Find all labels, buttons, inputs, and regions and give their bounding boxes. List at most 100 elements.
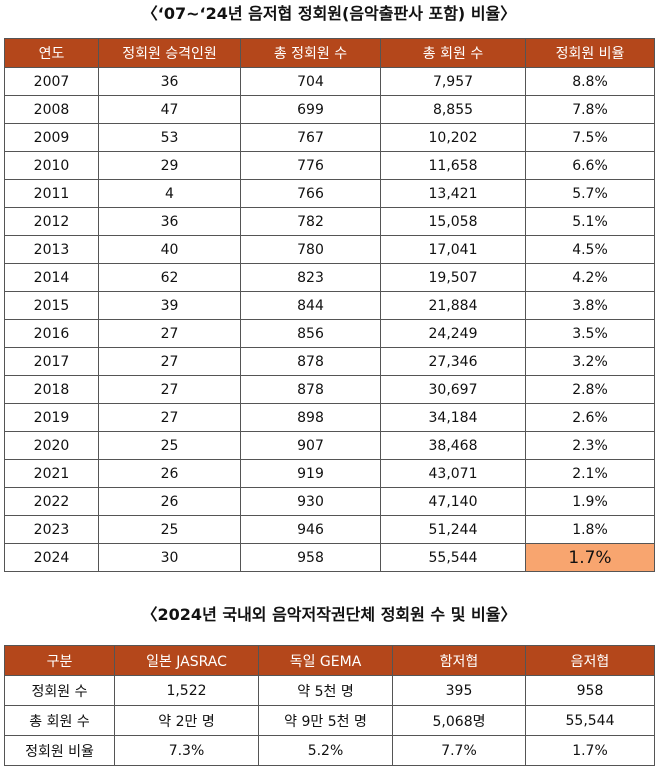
table-cell: 24,249	[380, 319, 526, 348]
table-cell: 25	[98, 431, 241, 460]
table-cell: 10,202	[380, 123, 526, 152]
table-row: 2022 26 930 47,140 1.9%	[4, 487, 655, 516]
table-cell: 4	[98, 179, 241, 208]
table-title: 〈2024년 국내외 음악저작권단체 정회원 수 및 비율〉	[141, 605, 517, 624]
table-row: 2016 27 856 24,249 3.5%	[4, 319, 655, 348]
table-row: 2018 27 878 30,697 2.8%	[4, 375, 655, 404]
table-row: 2019 27 898 34,184 2.6%	[4, 403, 655, 432]
table-cell: 844	[240, 291, 381, 320]
table-row: 2012 36 782 15,058 5.1%	[4, 207, 655, 236]
table-cell: 946	[240, 515, 381, 544]
table-cell: 25	[98, 515, 241, 544]
table-cell: 7.3%	[114, 735, 259, 766]
table-cell: 2023	[4, 515, 99, 544]
table-cell: 6.6%	[525, 151, 655, 180]
table-row: 정회원 비율 7.3% 5.2% 7.7% 1.7%	[4, 735, 655, 766]
table-cell: 2016	[4, 319, 99, 348]
table-cell: 55,544	[525, 705, 655, 736]
table-cell: 3.5%	[525, 319, 655, 348]
table-cell: 26	[98, 459, 241, 488]
table-cell: 2010	[4, 151, 99, 180]
table-cell: 2014	[4, 263, 99, 292]
table-title: 〈‘07~‘24년 음저협 정회원(음악출판사 포함) 비율〉	[141, 4, 517, 23]
table-cell: 767	[240, 123, 381, 152]
header-cell: 정회원 비율	[525, 38, 655, 68]
table-row: 2008 47 699 8,855 7.8%	[4, 95, 655, 124]
table-cell: 2009	[4, 123, 99, 152]
table-row: 2021 26 919 43,071 2.1%	[4, 459, 655, 488]
table-cell: 4.5%	[525, 235, 655, 264]
table-cell: 2015	[4, 291, 99, 320]
table-cell: 정회원 비율	[4, 735, 115, 766]
table-cell: 27	[98, 347, 241, 376]
table-cell: 7.5%	[525, 123, 655, 152]
table-cell: 766	[240, 179, 381, 208]
table-row: 2014 62 823 19,507 4.2%	[4, 263, 655, 292]
table-row: 2015 39 844 21,884 3.8%	[4, 291, 655, 320]
table-cell: 878	[240, 375, 381, 404]
table-cell: 878	[240, 347, 381, 376]
table-cell: 19,507	[380, 263, 526, 292]
table-cell: 2.6%	[525, 403, 655, 432]
table-cell: 1.8%	[525, 515, 655, 544]
table-cell: 39	[98, 291, 241, 320]
table-cell: 정회원 수	[4, 675, 115, 706]
table-cell: 958	[240, 543, 381, 572]
table-cell: 2007	[4, 67, 99, 96]
header-cell: 함저협	[392, 645, 526, 676]
table-cell: 36	[98, 207, 241, 236]
table-cell: 27	[98, 375, 241, 404]
table-row: 2013 40 780 17,041 4.5%	[4, 235, 655, 264]
table-row: 2010 29 776 11,658 6.6%	[4, 151, 655, 180]
table-cell: 2.1%	[525, 459, 655, 488]
table-cell: 4.2%	[525, 263, 655, 292]
table-cell: 55,544	[380, 543, 526, 572]
table-cell: 919	[240, 459, 381, 488]
table-row: 2020 25 907 38,468 2.3%	[4, 431, 655, 460]
table-cell: 17,041	[380, 235, 526, 264]
header-cell: 총 정회원 수	[240, 38, 381, 68]
table-cell: 1.7%	[525, 735, 655, 766]
table-cell: 27	[98, 403, 241, 432]
table-cell: 13,421	[380, 179, 526, 208]
table-cell: 53	[98, 123, 241, 152]
header-cell: 음저협	[525, 645, 655, 676]
table-cell: 5.7%	[525, 179, 655, 208]
table-cell: 856	[240, 319, 381, 348]
table-cell: 30,697	[380, 375, 526, 404]
table-cell: 2017	[4, 347, 99, 376]
table-cell: 8,855	[380, 95, 526, 124]
table-cell: 395	[392, 675, 526, 706]
table-cell: 823	[240, 263, 381, 292]
table-cell: 2013	[4, 235, 99, 264]
table-cell: 15,058	[380, 207, 526, 236]
header-cell: 독일 GEMA	[258, 645, 393, 676]
table-cell: 36	[98, 67, 241, 96]
header-cell: 총 회원 수	[380, 38, 526, 68]
table-cell: 26	[98, 487, 241, 516]
table-cell: 930	[240, 487, 381, 516]
table-row: 2024 30 958 55,544 1.7%	[4, 543, 655, 572]
table-cell: 2021	[4, 459, 99, 488]
table-row: 정회원 수 1,522 약 5천 명 395 958	[4, 675, 655, 706]
header-cell: 구분	[4, 645, 115, 676]
table-row: 2007 36 704 7,957 8.8%	[4, 67, 655, 96]
table-cell: 7,957	[380, 67, 526, 96]
table-cell: 62	[98, 263, 241, 292]
header-cell: 연도	[4, 38, 99, 68]
table-cell: 704	[240, 67, 381, 96]
table-cell: 2008	[4, 95, 99, 124]
table-cell: 11,658	[380, 151, 526, 180]
table-row: 2009 53 767 10,202 7.5%	[4, 123, 655, 152]
table-cell: 51,244	[380, 515, 526, 544]
table-cell: 2012	[4, 207, 99, 236]
table-cell: 2024	[4, 543, 99, 572]
table-cell: 40	[98, 235, 241, 264]
table-cell: 907	[240, 431, 381, 460]
table-cell: 30	[98, 543, 241, 572]
table-cell: 29	[98, 151, 241, 180]
table-row: 2017 27 878 27,346 3.2%	[4, 347, 655, 376]
